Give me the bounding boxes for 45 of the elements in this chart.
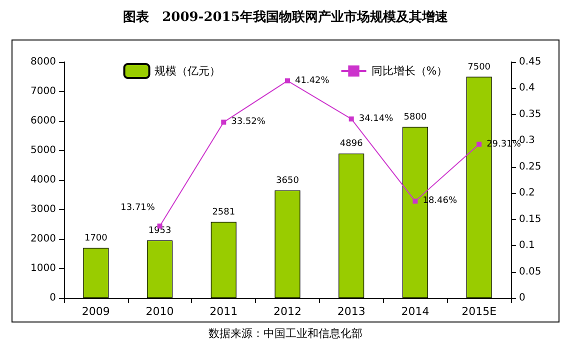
data-label: 1700 [84,233,108,244]
x-tick-label: 2015E [462,305,497,318]
data-label: 13.71% [120,203,156,214]
data-label: 4896 [340,139,364,150]
y2-tick-label: 0.3 [519,135,535,146]
chart-title: 图表 2009-2015年我国物联网产业市场规模及其增速 [123,9,449,25]
y-tick-label: 5000 [30,145,56,156]
y2-tick-label: 0.05 [519,266,542,278]
y-tick-label: 1000 [30,263,56,274]
data-label: 5800 [404,112,427,122]
legend-label: 同比增长（%） [371,64,448,78]
y-tick-label: 4000 [30,174,56,186]
x-tick-label: 2014 [401,305,430,318]
x-tick-label: 2013 [337,305,366,318]
y2-tick-label: 0.35 [519,108,542,120]
data-label: 2581 [212,207,236,218]
y2-tick-label: 0.45 [519,56,542,68]
point [476,142,482,147]
y2-tick-label: 0.25 [519,161,542,172]
y2-tick-label: 0.1 [519,240,535,252]
y2-tick-label: 0.15 [519,214,542,225]
source-note: 数据来源：中国工业和信息化部 [208,327,362,340]
point [412,198,418,204]
y2-tick-label: 0.2 [519,188,535,199]
y-tick-label: 2000 [30,234,56,244]
x-tick-label: 2012 [274,305,302,318]
data-label: 3650 [276,176,300,186]
y2-tick-label: 0.4 [519,82,535,94]
data-label: 34.14% [358,114,394,124]
legend-label: 规模（亿元） [154,64,220,78]
x-tick-label: 2009 [82,305,110,318]
y-tick-label: 7000 [30,86,56,97]
point [348,116,354,122]
y2-tick-label: 0 [519,292,526,304]
y-tick-label: 0 [50,292,56,304]
x-tick-label: 2011 [210,305,238,318]
x-tick-label: 2010 [146,305,174,318]
data-label: 7500 [468,62,491,72]
data-label: 33.52% [231,117,266,128]
y-tick-label: 8000 [30,56,56,68]
point [285,78,290,84]
data-label: 41.42% [295,76,330,86]
point [221,120,226,125]
y-tick-label: 3000 [30,204,56,215]
y-tick-label: 6000 [30,116,56,126]
